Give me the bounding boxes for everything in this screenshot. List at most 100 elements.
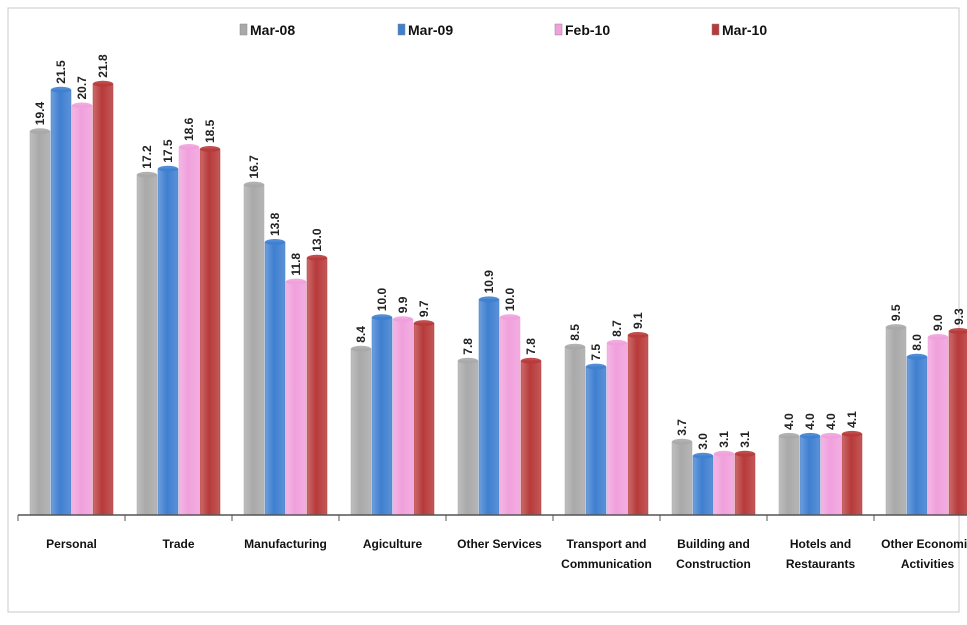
bar-cap-personal-mar-08 bbox=[30, 128, 50, 135]
legend-label-mar-10: Mar-10 bbox=[722, 22, 767, 38]
bar-cap-manufacturing-mar-09 bbox=[265, 239, 285, 245]
bar-other-economic-activities-feb-10 bbox=[927, 336, 949, 516]
bar-agiculture-mar-08 bbox=[350, 348, 372, 516]
value-label-other-economic-activities-mar-09: 8.0 bbox=[910, 334, 924, 351]
category-label-hotels-and-restaurants: Hotels and bbox=[790, 537, 851, 551]
category-label-hotels-and-restaurants: Restaurants bbox=[786, 557, 856, 571]
legend-label-mar-08: Mar-08 bbox=[250, 22, 295, 38]
bar-trade-feb-10 bbox=[178, 146, 200, 516]
legend-swatch-mar-09 bbox=[397, 23, 406, 36]
bar-cap-building-and-construction-mar-09 bbox=[693, 452, 713, 459]
value-label-transport-and-communication-feb-10: 8.7 bbox=[610, 320, 624, 337]
bar-cap-hotels-and-restaurants-mar-10 bbox=[842, 430, 862, 437]
value-label-building-and-construction-mar-09: 3.0 bbox=[696, 433, 710, 450]
bar-cap-trade-mar-10 bbox=[200, 146, 220, 152]
value-label-hotels-and-restaurants-feb-10: 4.0 bbox=[824, 413, 838, 430]
value-label-manufacturing-mar-08: 16.7 bbox=[247, 155, 261, 179]
value-label-trade-feb-10: 18.6 bbox=[182, 117, 196, 141]
value-label-hotels-and-restaurants-mar-09: 4.0 bbox=[803, 413, 817, 430]
bar-transport-and-communication-feb-10 bbox=[606, 342, 628, 516]
bar-building-and-construction-mar-08 bbox=[671, 441, 693, 516]
bar-cap-transport-and-communication-mar-09 bbox=[586, 363, 606, 370]
value-label-other-economic-activities-mar-10: 9.3 bbox=[952, 308, 966, 325]
bar-transport-and-communication-mar-10 bbox=[627, 334, 649, 516]
value-label-manufacturing-mar-09: 13.8 bbox=[268, 212, 282, 236]
bar-cap-hotels-and-restaurants-feb-10 bbox=[821, 432, 841, 439]
legend-swatch-mar-08 bbox=[239, 23, 248, 36]
bar-personal-mar-10 bbox=[92, 83, 114, 516]
x-axis-ticks bbox=[17, 515, 875, 521]
bar-cap-other-services-mar-08 bbox=[458, 357, 478, 364]
bar-transport-and-communication-mar-08 bbox=[564, 346, 586, 516]
category-label-trade: Trade bbox=[162, 537, 194, 551]
value-label-transport-and-communication-mar-08: 8.5 bbox=[568, 324, 582, 341]
bar-cap-other-economic-activities-mar-10 bbox=[949, 328, 967, 334]
category-label-other-economic-activities: Other Economic bbox=[881, 537, 967, 551]
bar-cap-transport-and-communication-mar-08 bbox=[565, 343, 585, 350]
bar-building-and-construction-feb-10 bbox=[713, 453, 735, 516]
value-label-agiculture-feb-10: 9.9 bbox=[396, 296, 410, 313]
value-label-building-and-construction-mar-10: 3.1 bbox=[738, 431, 752, 448]
bar-cap-transport-and-communication-mar-10 bbox=[628, 332, 648, 338]
bar-other-services-mar-09 bbox=[478, 299, 500, 516]
bar-cap-other-services-mar-09 bbox=[479, 296, 499, 303]
legend-label-feb-10: Feb-10 bbox=[565, 22, 610, 38]
value-label-other-services-mar-09: 10.9 bbox=[482, 270, 496, 294]
bar-cap-building-and-construction-feb-10 bbox=[714, 450, 734, 457]
bar-cap-building-and-construction-mar-08 bbox=[672, 438, 692, 445]
value-label-trade-mar-10: 18.5 bbox=[203, 119, 217, 143]
bar-cap-agiculture-feb-10 bbox=[393, 316, 413, 323]
value-label-manufacturing-mar-10: 13.0 bbox=[310, 228, 324, 252]
bar-cap-other-services-mar-10 bbox=[521, 357, 541, 364]
bar-cap-hotels-and-restaurants-mar-08 bbox=[779, 432, 799, 439]
category-label-transport-and-communication: Communication bbox=[561, 557, 652, 571]
bar-cap-trade-mar-08 bbox=[137, 171, 157, 178]
bar-other-economic-activities-mar-09 bbox=[906, 356, 928, 516]
bar-cap-transport-and-communication-feb-10 bbox=[607, 339, 627, 346]
bar-other-services-feb-10 bbox=[499, 316, 521, 516]
bar-cap-other-economic-activities-mar-08 bbox=[886, 324, 906, 331]
value-label-other-services-feb-10: 10.0 bbox=[503, 288, 517, 312]
bar-cap-manufacturing-mar-08 bbox=[244, 181, 264, 188]
value-label-transport-and-communication-mar-09: 7.5 bbox=[589, 344, 603, 361]
bar-cap-other-economic-activities-mar-09 bbox=[907, 353, 927, 360]
bar-cap-hotels-and-restaurants-mar-09 bbox=[800, 432, 820, 439]
bar-cap-trade-mar-09 bbox=[158, 165, 178, 172]
value-label-agiculture-mar-10: 9.7 bbox=[417, 300, 431, 317]
category-label-building-and-construction: Construction bbox=[676, 557, 751, 571]
category-label-building-and-construction: Building and bbox=[677, 537, 750, 551]
bar-cap-personal-feb-10 bbox=[72, 102, 92, 109]
value-label-manufacturing-feb-10: 11.8 bbox=[289, 253, 303, 276]
bar-hotels-and-restaurants-mar-08 bbox=[778, 435, 800, 516]
value-label-other-services-mar-10: 7.8 bbox=[524, 338, 538, 355]
legend: Mar-08 Mar-09 Feb-10 Mar-10 bbox=[239, 22, 767, 38]
bar-trade-mar-08 bbox=[136, 174, 158, 516]
bar-other-services-mar-08 bbox=[457, 360, 479, 516]
value-label-other-economic-activities-mar-08: 9.5 bbox=[889, 304, 903, 321]
bar-cap-agiculture-mar-10 bbox=[414, 320, 434, 327]
value-label-personal-mar-10: 21.8 bbox=[96, 54, 110, 78]
legend-swatch-mar-10 bbox=[711, 23, 720, 36]
value-label-personal-mar-09: 21.5 bbox=[54, 60, 68, 84]
bar-cap-manufacturing-mar-10 bbox=[307, 254, 327, 261]
category-label-personal: Personal bbox=[46, 537, 97, 551]
bar-trade-mar-10 bbox=[199, 148, 221, 516]
bar-trade-mar-09 bbox=[157, 168, 179, 516]
bar-cap-agiculture-mar-09 bbox=[372, 314, 392, 321]
legend-swatch-feb-10 bbox=[554, 23, 563, 36]
bar-personal-mar-09 bbox=[50, 89, 72, 516]
value-label-hotels-and-restaurants-mar-08: 4.0 bbox=[782, 413, 796, 430]
bar-cap-other-services-feb-10 bbox=[500, 314, 520, 321]
value-label-personal-mar-08: 19.4 bbox=[33, 102, 47, 126]
bar-building-and-construction-mar-09 bbox=[692, 455, 714, 516]
bar-cap-personal-mar-09 bbox=[51, 86, 71, 93]
value-label-transport-and-communication-mar-10: 9.1 bbox=[631, 312, 645, 329]
bar-transport-and-communication-mar-09 bbox=[585, 366, 607, 516]
bar-other-economic-activities-mar-08 bbox=[885, 326, 907, 516]
bar-manufacturing-feb-10 bbox=[285, 281, 307, 516]
category-label-transport-and-communication: Transport and bbox=[566, 537, 646, 551]
bar-hotels-and-restaurants-mar-09 bbox=[799, 435, 821, 516]
value-label-other-economic-activities-feb-10: 9.0 bbox=[931, 314, 945, 331]
